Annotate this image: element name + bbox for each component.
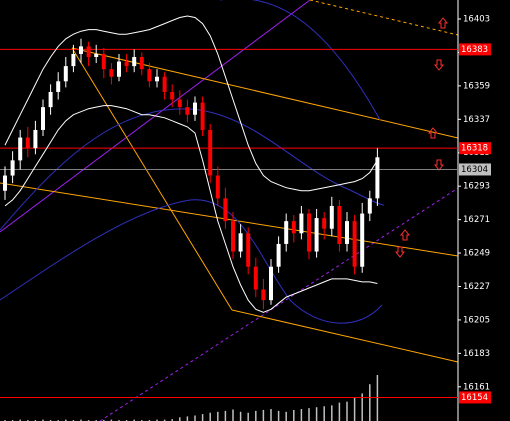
candle-body: [25, 137, 30, 149]
trendline: [231, 309, 459, 363]
level-label: 16304: [461, 165, 488, 175]
down-arrow: [433, 159, 445, 171]
candle-body: [177, 99, 182, 108]
band-line: [4, 15, 378, 192]
up-arrow: [399, 229, 411, 241]
candle-body: [18, 137, 23, 161]
y-tick-label: 16249: [463, 249, 490, 259]
y-tick-label: 16183: [463, 349, 490, 359]
trendline: [99, 187, 459, 421]
trendline: [71, 47, 233, 311]
candle-body: [246, 233, 251, 267]
down-arrow: [433, 59, 445, 71]
candle-body: [63, 66, 68, 82]
level-label-box: [459, 391, 491, 404]
drawn-objects: [0, 0, 459, 421]
level-label-box: [459, 142, 491, 155]
up-arrow: [437, 17, 449, 29]
candle-body: [322, 218, 327, 229]
candle-body: [223, 198, 228, 222]
channel-line: [0, 108, 385, 231]
trendline: [309, 0, 459, 36]
candle-body: [162, 76, 167, 92]
level-label: 16318: [461, 144, 488, 154]
candle-body: [3, 175, 7, 191]
candle-body: [215, 175, 220, 199]
candle-body: [41, 107, 45, 130]
candle-body: [352, 221, 357, 267]
arrows: [394, 17, 449, 258]
y-tick-label: 16227: [463, 282, 490, 292]
channel-line: [220, 0, 381, 121]
candle-body: [307, 213, 311, 252]
candle-body: [193, 102, 197, 115]
candle-body: [261, 289, 266, 301]
level-label-box: [459, 163, 491, 176]
candle-body: [367, 198, 372, 214]
candle-body: [48, 91, 53, 108]
candle-body: [329, 205, 334, 229]
candle-body: [10, 160, 15, 176]
y-tick-label: 16359: [463, 81, 490, 91]
candle-body: [314, 218, 319, 252]
candle-body: [337, 205, 342, 244]
candle-body: [124, 61, 129, 67]
level-label: 16154: [461, 393, 488, 403]
candle-body: [86, 46, 91, 57]
band-line: [4, 105, 378, 313]
y-tick-label: 16293: [463, 182, 490, 192]
candle-body: [147, 69, 152, 82]
level-label-box: [459, 43, 491, 56]
candle-body: [155, 76, 159, 82]
candle-body: [231, 221, 235, 252]
candle-body: [71, 53, 76, 67]
y-tick-label: 16161: [463, 382, 490, 392]
down-arrow: [394, 246, 406, 258]
trendline: [71, 47, 459, 139]
candle-body: [139, 56, 144, 70]
candle-body: [109, 69, 114, 77]
trendline: [0, 182, 459, 257]
y-tick-label: 16271: [463, 215, 490, 225]
y-tick-label: 16403: [463, 14, 490, 24]
candle-body: [276, 243, 281, 267]
up-arrow: [427, 127, 439, 139]
y-tick-label: 16205: [463, 315, 490, 325]
candle-body: [200, 102, 205, 130]
y-tick-label: 16337: [463, 115, 490, 125]
candle-body: [101, 53, 106, 70]
candle-body: [185, 107, 190, 115]
candle-body: [360, 213, 365, 267]
candle-body: [238, 233, 243, 252]
candle-body: [94, 53, 99, 57]
candle-body: [208, 129, 213, 176]
candle-body: [284, 221, 289, 244]
candle-body: [56, 81, 61, 92]
candle-body: [170, 91, 175, 100]
candle-body: [117, 61, 121, 77]
candle-body: [291, 221, 296, 234]
candle-body: [132, 56, 137, 67]
candle-body: [345, 221, 349, 244]
level-label: 16383: [461, 45, 488, 55]
candle-body: [253, 266, 258, 290]
candle-body: [375, 157, 380, 199]
candle-body: [79, 46, 83, 54]
candle-body: [33, 129, 38, 149]
candle-body: [299, 213, 304, 234]
candle-body: [269, 266, 273, 301]
